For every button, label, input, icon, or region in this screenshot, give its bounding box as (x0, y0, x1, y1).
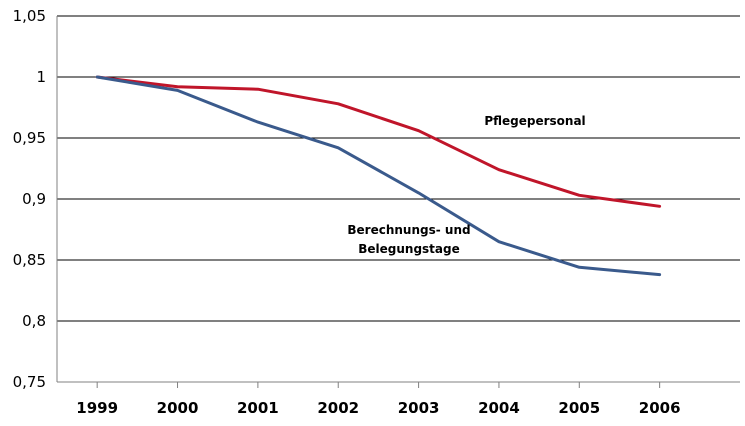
x-tick-label: 2003 (398, 399, 440, 417)
annotation-berechnungs-line2: Belegungstage (358, 242, 460, 256)
gridlines (57, 15, 740, 322)
y-tick-label: 0,85 (13, 251, 46, 269)
x-tick-label: 2000 (157, 399, 199, 417)
x-tick-label: 2004 (478, 399, 520, 417)
annotation-pflegepersonal: Pflegepersonal (484, 114, 585, 128)
x-tick-label: 2005 (558, 399, 600, 417)
line-annotations: Pflegepersonal Berechnungs- und Belegung… (347, 114, 585, 256)
y-tick-label: 0,75 (13, 373, 46, 391)
series-lines (95, 75, 662, 277)
series-line-berechnungs-und-belegungstage (95, 75, 662, 277)
annotation-berechnungs-line1: Berechnungs- und (347, 223, 470, 237)
axes (56, 16, 740, 388)
x-tick-label: 1999 (76, 399, 118, 417)
x-tick-label: 2002 (317, 399, 359, 417)
x-tick-label: 2001 (237, 399, 279, 417)
y-tick-label: 0,95 (13, 129, 46, 147)
y-tick-label: 1 (36, 68, 46, 86)
series-line-pflegepersonal (95, 75, 662, 208)
y-tick-label: 0,9 (22, 190, 46, 208)
y-axis-tick-labels: 0,75 0,8 0,85 0,9 0,95 1 1,05 (13, 7, 46, 391)
y-tick-label: 0,8 (22, 312, 46, 330)
x-axis-tick-labels: 1999 2000 2001 2002 2003 2004 2005 2006 (76, 399, 680, 417)
y-tick-label: 1,05 (13, 7, 46, 25)
x-tick-label: 2006 (639, 399, 681, 417)
